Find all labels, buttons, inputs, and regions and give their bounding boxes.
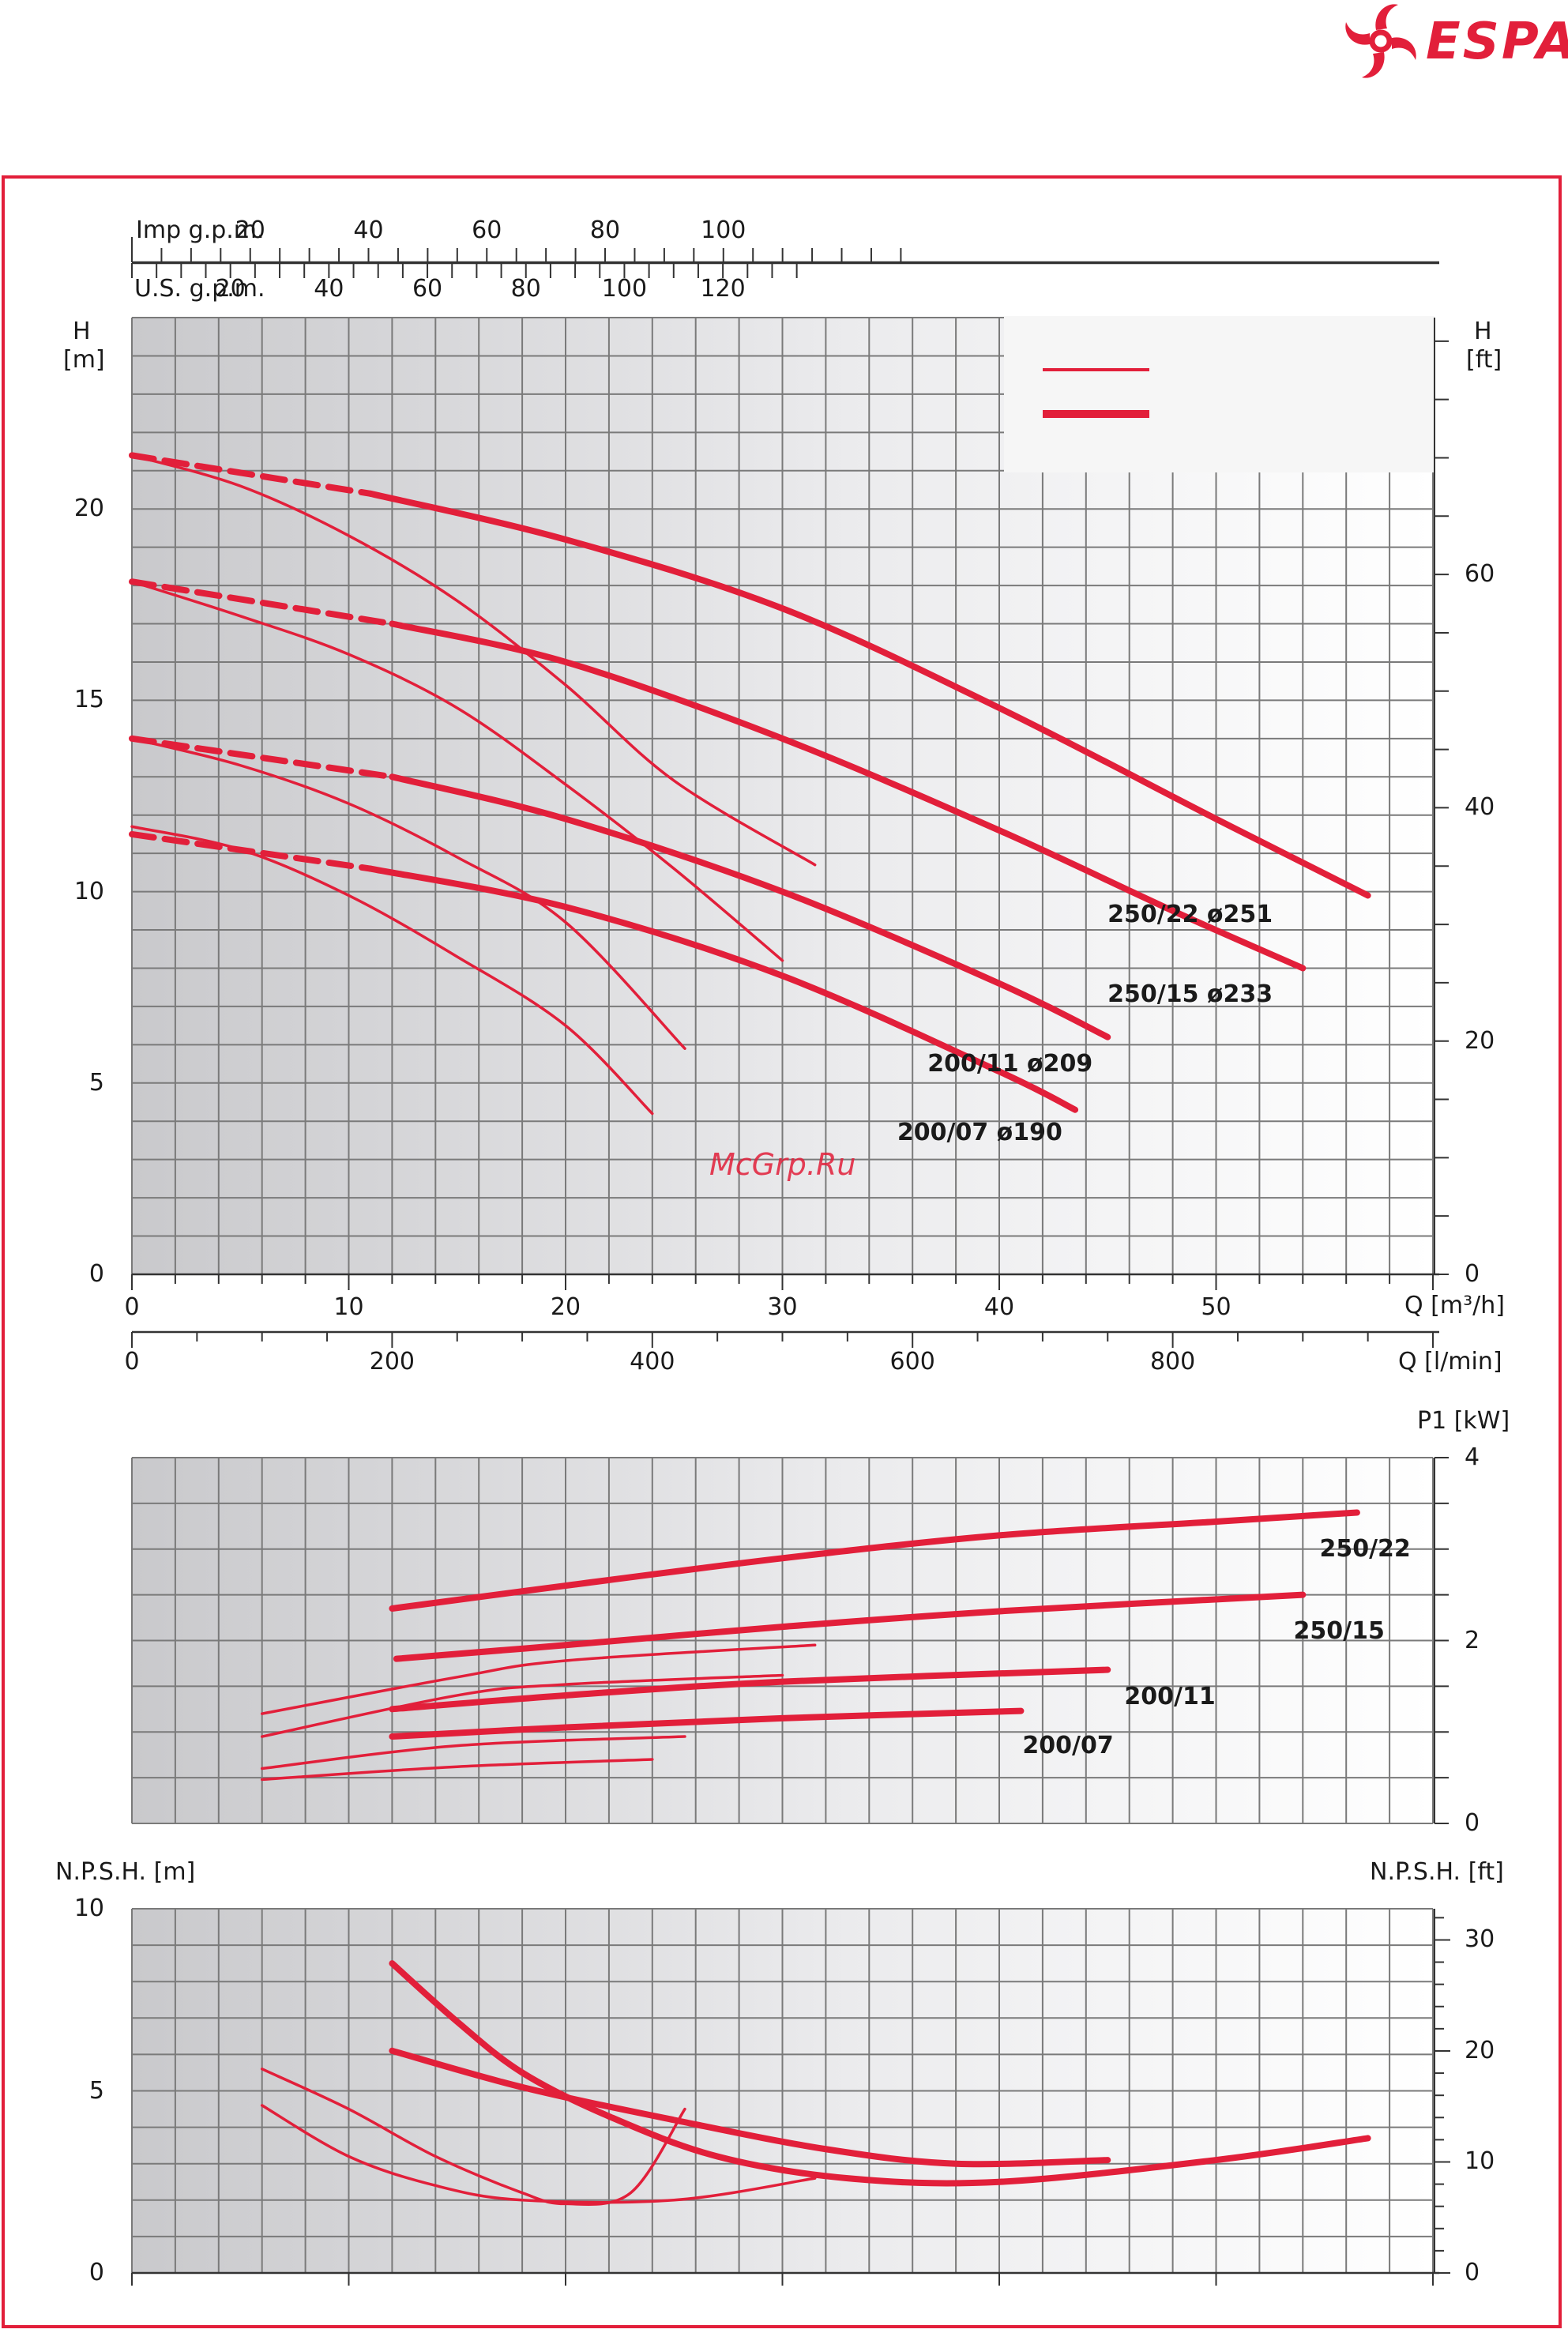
power-curve-thick-0	[389, 1509, 1360, 1612]
npsh-curve-thick-1	[389, 2047, 1111, 2168]
power-series-label: 200/07	[1022, 1731, 1114, 1759]
head-curve-dash-2	[129, 735, 396, 781]
q-unit-label: Q [m³/h]	[1404, 1292, 1505, 1319]
lmin-unit-label: Q [l/min]	[1398, 1348, 1502, 1375]
q-tick-label: 50	[1201, 1293, 1231, 1321]
q-tick-label: 10	[333, 1293, 364, 1321]
npsh-curve-thick-0	[389, 1960, 1371, 2187]
head-ft-tick-label: 40	[1465, 793, 1495, 822]
npsh-ft-tick-label: 20	[1465, 2036, 1495, 2064]
brand-name: ESPA	[1426, 13, 1568, 71]
series-label: 200/11 ø209	[927, 1049, 1093, 1078]
npsh-m-tick-label: 10	[73, 1895, 104, 1922]
lmin-tick-label: 600	[889, 1348, 935, 1375]
head-curve-thick-0	[367, 490, 1371, 899]
npsh-ft-tick-label: 0	[1465, 2259, 1480, 2286]
head-y-tick-label: 0	[88, 1260, 104, 1288]
imp-gpm-tick-label: 100	[701, 216, 746, 244]
npsh-right-label: N.P.S.H. [ft]	[1370, 1858, 1504, 1886]
head-curve-thin-2	[130, 737, 686, 1050]
power-curve-thin-3-0	[260, 1673, 784, 1738]
watermark: McGrp.Ru	[709, 1147, 856, 1182]
power-series-label: 250/22	[1319, 1534, 1411, 1563]
imp-gpm-tick-label: 20	[235, 216, 265, 244]
npsh-m-tick-label: 0	[88, 2259, 104, 2286]
series-label: 250/22 ø251	[1107, 900, 1273, 928]
head-curve-thin-1	[130, 580, 784, 962]
head-right-y-unit: [ft]	[1466, 346, 1502, 374]
imp-gpm-tick-label: 80	[589, 216, 621, 244]
q-tick-label: 0	[124, 1293, 140, 1321]
head-y-tick-label: 10	[73, 877, 104, 905]
imp-gpm-tick-label: 40	[353, 216, 384, 244]
us-gpm-tick-label: 40	[314, 275, 344, 303]
imp-gpm-label: Imp g.p.m.	[136, 216, 265, 244]
power-tick-label: 0	[1465, 1809, 1480, 1837]
lmin-tick-label: 800	[1149, 1348, 1196, 1375]
imp-gpm-tick-label: 60	[472, 216, 502, 244]
head-curve-thin-3	[130, 825, 654, 1116]
power-curve-thick-1	[393, 1591, 1307, 1662]
head-curve-thick-1	[389, 620, 1307, 972]
q-tick-label: 20	[550, 1293, 581, 1321]
us-gpm-tick-label: 80	[510, 275, 541, 303]
us-gpm-tick-label: 60	[412, 275, 443, 303]
head-ft-tick-label: 60	[1465, 560, 1495, 589]
head-curve-thick-2	[389, 773, 1111, 1040]
power-curve-thick-3	[389, 1707, 1025, 1740]
head-right-y-label: H	[1474, 318, 1492, 345]
head-curve-thin-0	[130, 453, 817, 867]
head-ft-tick-label: 0	[1465, 1260, 1480, 1288]
power-tick-label: 4	[1465, 1443, 1480, 1471]
series-label: 250/15 ø233	[1107, 980, 1273, 1009]
head-curve-thick-3	[367, 865, 1079, 1113]
npsh-ft-tick-label: 30	[1465, 1925, 1495, 1954]
espa-logo-icon	[1345, 4, 1416, 78]
power-tick-label: 2	[1465, 1626, 1480, 1654]
npsh-ft-tick-label: 10	[1465, 2147, 1495, 2176]
lmin-tick-label: 200	[369, 1348, 416, 1375]
legend-box	[1004, 316, 1435, 472]
head-y-label: H	[73, 318, 91, 345]
npsh-curve-thin-0	[260, 2068, 686, 2207]
head-y-tick-label: 5	[88, 1068, 104, 1097]
power-series-label: 200/11	[1124, 1683, 1216, 1711]
power-y-label: P1 [kW]	[1417, 1407, 1510, 1435]
head-y-unit: [m]	[63, 346, 105, 374]
power-curve-thin-3-2	[260, 1758, 654, 1782]
head-ft-tick-label: 20	[1465, 1026, 1495, 1055]
q-tick-label: 40	[983, 1293, 1015, 1321]
head-y-tick-label: 20	[73, 495, 104, 523]
us-gpm-tick-label: 120	[700, 275, 746, 303]
chart-frame	[2, 175, 1562, 2328]
head-y-tick-label: 15	[73, 686, 104, 714]
npsh-curve-thin-1	[260, 2104, 817, 2204]
lmin-tick-label: 400	[630, 1348, 675, 1375]
power-curve-thick-2	[389, 1666, 1111, 1713]
us-gpm-label: U.S. g.p.m.	[134, 275, 265, 303]
head-curve-dash-0	[129, 452, 374, 497]
us-gpm-tick-label: 20	[215, 275, 246, 303]
q-tick-label: 30	[767, 1293, 798, 1321]
series-label: 200/07 ø190	[897, 1118, 1062, 1146]
head-curve-dash-3	[129, 830, 374, 872]
power-curve-thin-3-1	[260, 1735, 686, 1770]
npsh-m-tick-label: 5	[88, 2076, 104, 2105]
head-curve-dash-1	[129, 578, 396, 627]
lmin-tick-label: 0	[124, 1348, 140, 1375]
power-series-label: 250/15	[1293, 1616, 1385, 1645]
us-gpm-tick-label: 100	[601, 275, 648, 303]
npsh-left-label: N.P.S.H. [m]	[55, 1858, 196, 1886]
power-curve-thin-2	[260, 1643, 817, 1715]
